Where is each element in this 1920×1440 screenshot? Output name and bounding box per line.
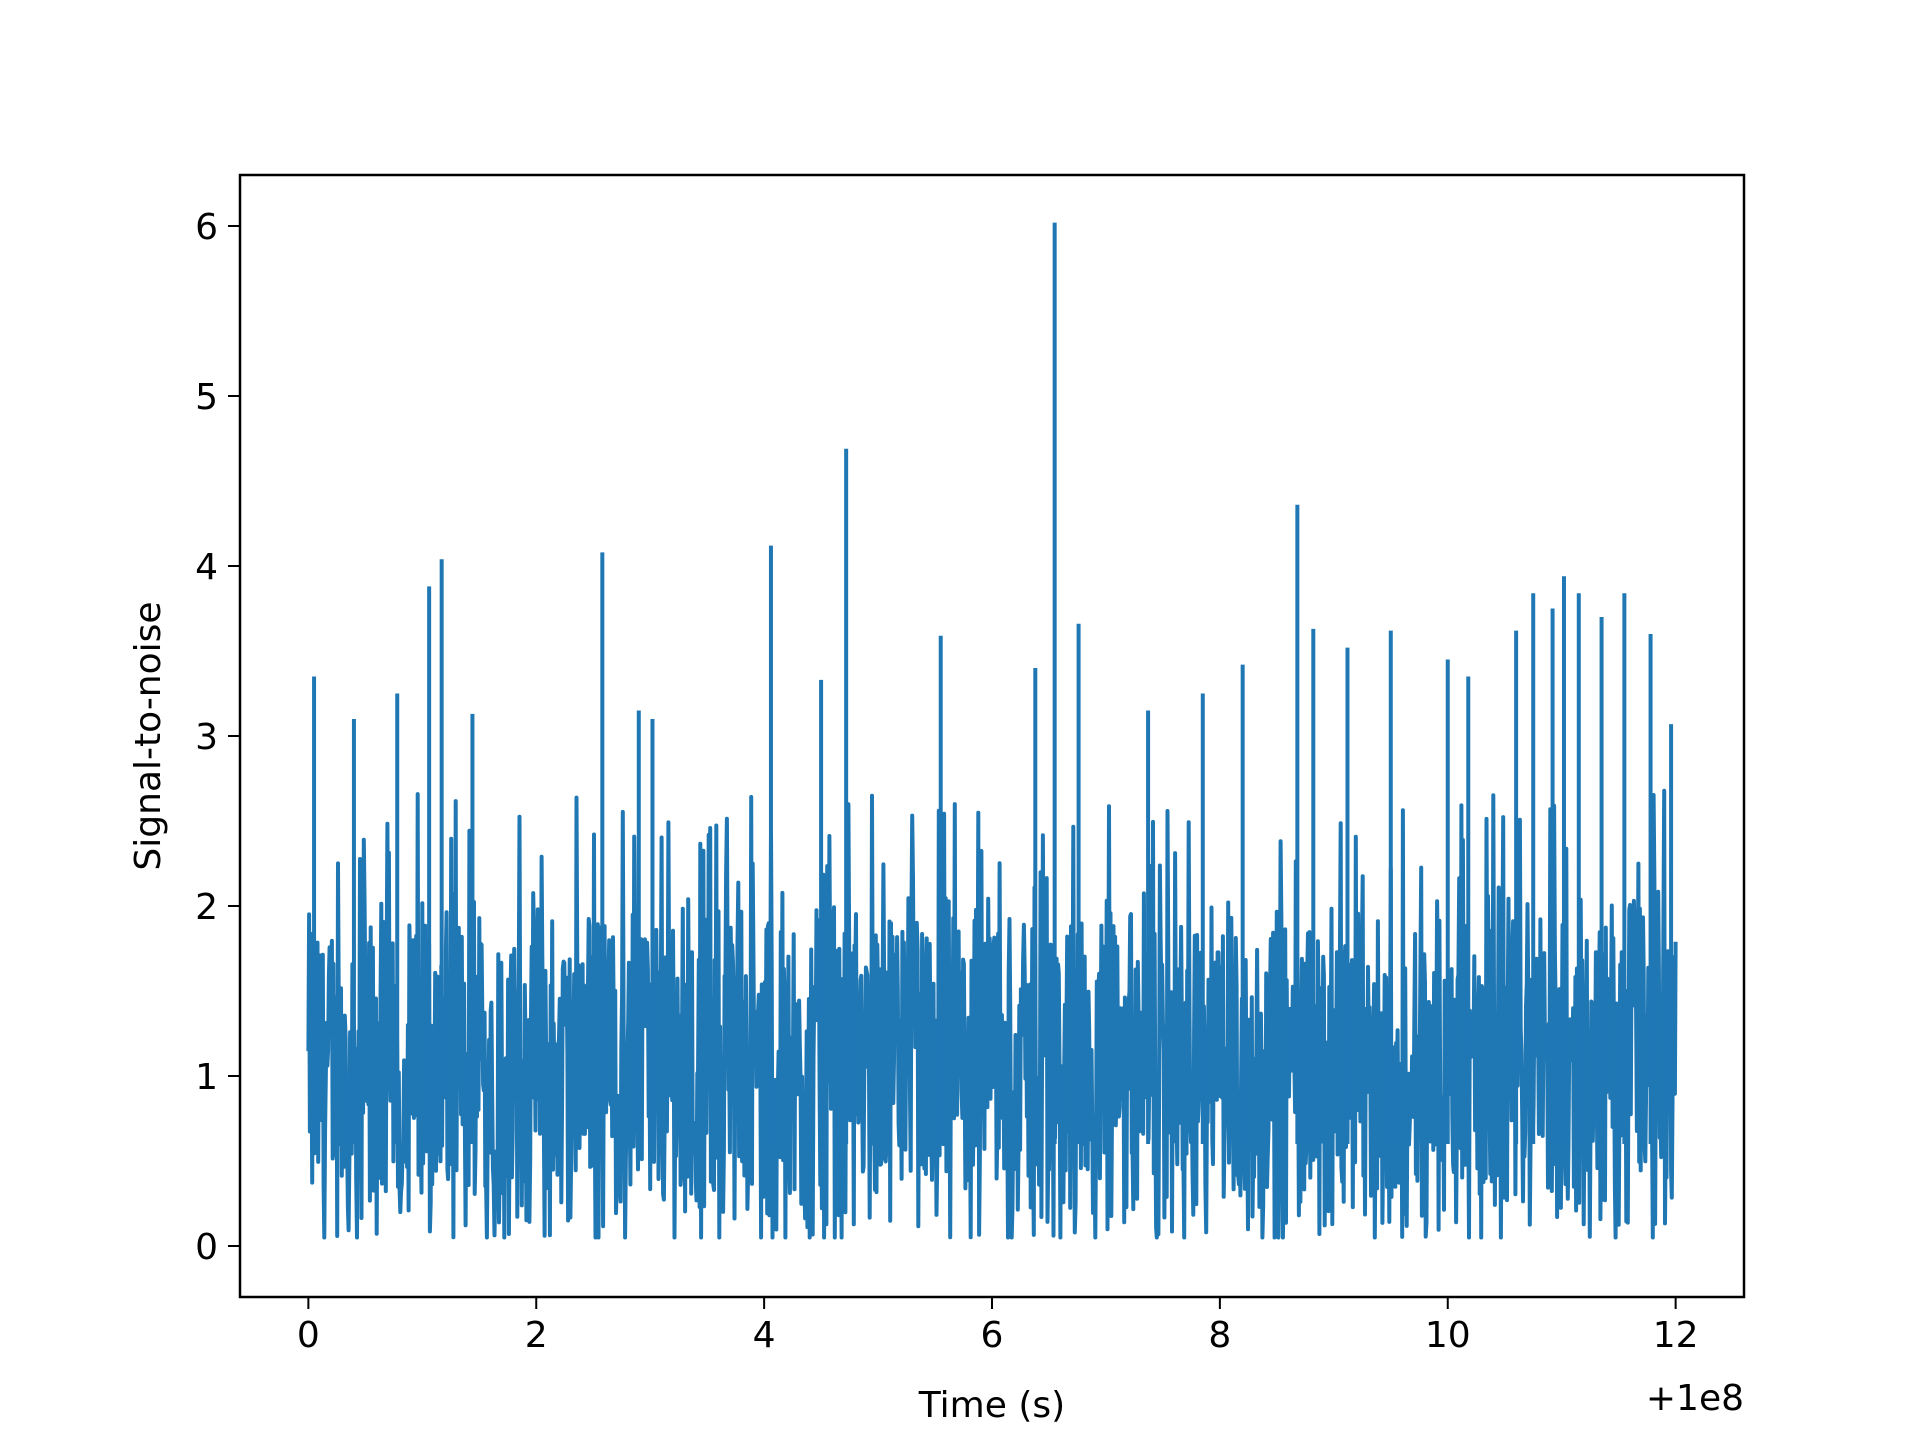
y-tick-label: 0 [195,1227,218,1268]
x-axis-offset-label: +1e8 [1646,1378,1744,1419]
x-tick-label: 12 [1653,1315,1699,1356]
x-tick-label: 2 [525,1315,548,1356]
plot-area [306,222,1678,1240]
x-axis: 0 2 4 6 8 10 12 [297,1297,1699,1356]
y-tick-label: 6 [195,207,218,248]
y-tick-label: 2 [195,887,218,928]
y-tick-label: 5 [195,377,218,418]
y-axis-label: Signal-to-noise [128,601,169,870]
y-tick-label: 1 [195,1057,218,1098]
x-axis-label: Time (s) [918,1385,1065,1426]
y-axis: 0 1 2 3 4 5 6 [195,207,240,1268]
x-tick-label: 10 [1425,1315,1471,1356]
x-tick-label: 0 [297,1315,320,1356]
x-tick-label: 8 [1208,1315,1231,1356]
x-tick-label: 4 [753,1315,776,1356]
y-tick-label: 4 [195,547,218,588]
x-tick-label: 6 [981,1315,1004,1356]
peak-lines [312,222,1674,1144]
y-tick-label: 3 [195,717,218,758]
